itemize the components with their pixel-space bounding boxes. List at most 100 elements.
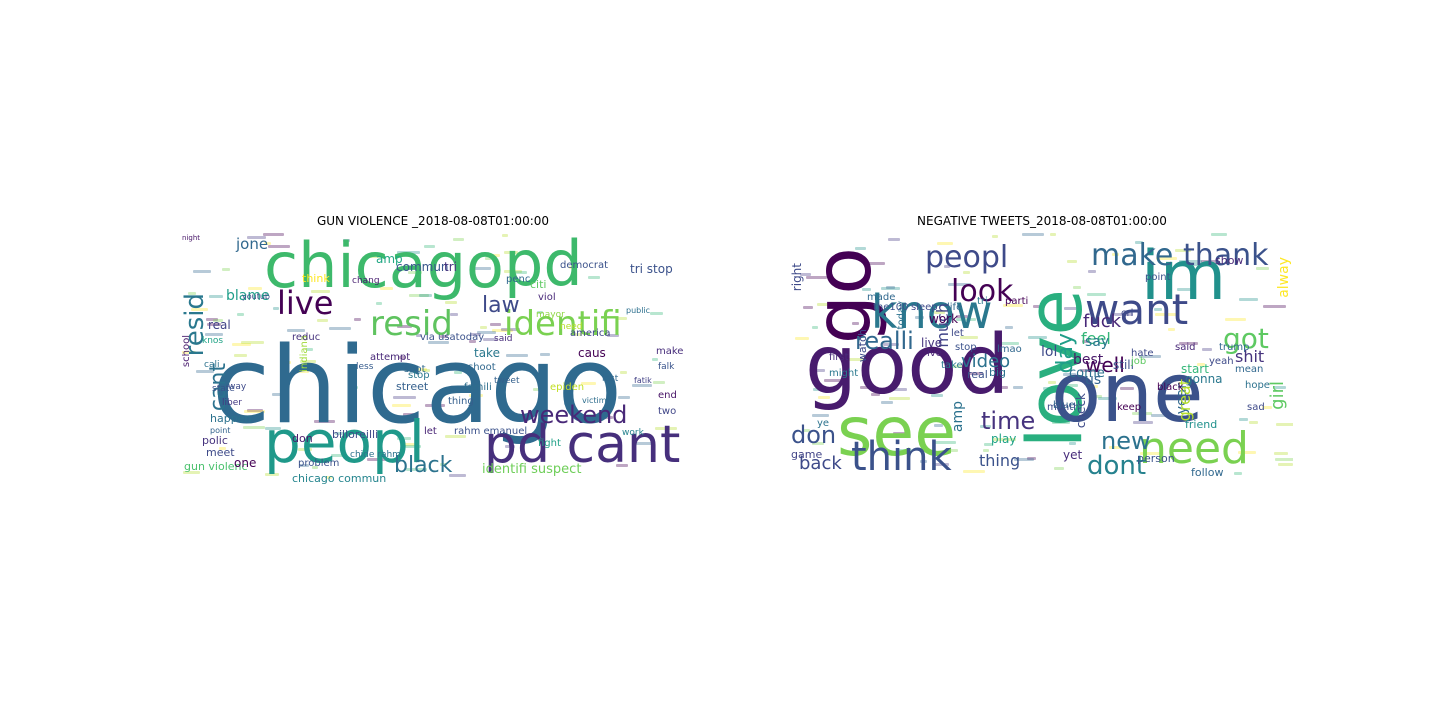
- cloud-speckle: [650, 312, 663, 315]
- cloud-speckle: [893, 432, 908, 435]
- cloud-speckle: [469, 394, 483, 397]
- cloud-speckle: [1088, 270, 1096, 273]
- cloud-speckle: [409, 294, 429, 297]
- cloud-speckle: [1156, 257, 1177, 260]
- cloud-word: say: [1085, 334, 1110, 350]
- cloud-speckle: [1179, 342, 1198, 345]
- cloud-speckle: [920, 460, 927, 463]
- cloud-speckle: [470, 333, 481, 336]
- cloud-word: best: [1073, 352, 1104, 368]
- cloud-speckle: [380, 287, 393, 290]
- cloud-word: weekend: [520, 401, 628, 429]
- cloud-speckle: [312, 466, 318, 469]
- cloud-speckle: [950, 365, 964, 368]
- cloud-speckle: [1087, 293, 1106, 296]
- cloud-speckle: [335, 432, 349, 435]
- cloud-word: victim: [582, 396, 607, 405]
- cloud-speckle: [934, 311, 945, 314]
- cloud-speckle: [1061, 384, 1078, 387]
- cloud-speckle: [367, 458, 386, 461]
- cloud-speckle: [1166, 264, 1172, 267]
- cloud-word: take: [474, 346, 500, 360]
- cloud-speckle: [247, 236, 266, 239]
- cloud-speckle: [848, 358, 864, 361]
- cloud-word: us: [1085, 372, 1102, 388]
- cloud-speckle: [881, 401, 893, 404]
- cloud-speckle: [329, 327, 351, 330]
- cloud-word: shot: [404, 364, 426, 375]
- cloud-word: need: [560, 322, 583, 332]
- cloud-word: real: [967, 368, 988, 381]
- cloud-word: come: [1069, 366, 1105, 381]
- cloud-word: time: [981, 407, 1036, 435]
- cloud-speckle: [1112, 253, 1119, 256]
- cloud-word: yeah: [1209, 356, 1234, 367]
- cloud-word: big: [989, 366, 1007, 379]
- cloud-word: work: [622, 428, 644, 438]
- cloud-speckle: [813, 388, 831, 391]
- cloud-speckle: [890, 388, 907, 391]
- cloud-speckle: [800, 273, 811, 276]
- cloud-word: identifi suspect: [482, 462, 582, 477]
- cloud-word: resid: [370, 304, 453, 344]
- cloud-speckle: [209, 295, 223, 298]
- cloud-speckle: [483, 338, 497, 341]
- cloud-word: made: [867, 292, 896, 303]
- cloud-speckle: [376, 302, 382, 305]
- cloud-speckle: [182, 351, 196, 354]
- cloud-speckle: [1014, 458, 1034, 461]
- cloud-word: tri: [444, 260, 457, 274]
- cloud-speckle: [237, 313, 244, 316]
- cloud-word: know: [871, 285, 993, 339]
- cloud-speckle: [983, 449, 989, 452]
- cloud-word: sad: [1247, 402, 1265, 413]
- cloud-word: don: [791, 421, 837, 449]
- cloud-speckle: [504, 270, 522, 273]
- cloud-speckle: [263, 233, 284, 236]
- cloud-word: yet: [1063, 448, 1083, 462]
- cloud-speckle: [351, 386, 358, 389]
- cloud-word: feel: [1081, 329, 1111, 348]
- cloud-word: im: [1141, 237, 1227, 316]
- cloud-word: follow: [1191, 466, 1224, 479]
- cloud-speckle: [1202, 348, 1212, 351]
- cloud-word: real: [208, 318, 231, 332]
- cloud-word: first: [829, 352, 849, 363]
- cloud-speckle: [445, 301, 457, 304]
- cloud-speckle: [1027, 457, 1036, 460]
- cloud-speckle: [311, 290, 330, 293]
- cloud-speckle: [537, 311, 543, 314]
- cloud-word: black: [1157, 382, 1184, 393]
- cloud-speckle: [317, 375, 325, 378]
- cloud-word: reduc: [292, 332, 321, 343]
- cloud-word: amp: [376, 252, 403, 266]
- cloud-speckle: [607, 334, 619, 337]
- panel-title-gun-violence: GUN VIOLENCE _2018-08-08T01:00:00: [316, 214, 550, 228]
- cloud-speckle: [948, 449, 958, 452]
- cloud-word: game: [791, 448, 823, 461]
- cloud-word: fatik: [634, 376, 652, 385]
- cloud-speckle: [205, 333, 223, 336]
- cloud-word: liber: [222, 398, 242, 408]
- cloud-speckle: [1048, 381, 1056, 384]
- cloud-word: don: [292, 432, 313, 445]
- cloud-word: law: [482, 293, 520, 318]
- cloud-speckle: [445, 435, 466, 438]
- cloud-speckle: [1005, 326, 1013, 329]
- cloud-speckle: [397, 325, 412, 328]
- cloud-word: pd cant: [484, 415, 681, 475]
- cloud-speckle: [1089, 395, 1102, 398]
- cloud-speckle: [1013, 386, 1023, 389]
- cloud-word: want: [1085, 285, 1189, 334]
- cloud-word: polic: [202, 434, 228, 447]
- cloud-speckle: [652, 358, 658, 361]
- cloud-speckle: [222, 268, 230, 271]
- cloud-speckle: [298, 448, 312, 451]
- cloud-speckle: [934, 424, 943, 427]
- cloud-speckle: [449, 474, 466, 477]
- cloud-speckle: [1063, 373, 1076, 376]
- cloud-speckle: [392, 404, 411, 407]
- cloud-word: work: [929, 312, 959, 326]
- cloud-speckle: [1249, 421, 1258, 424]
- cloud-word: blame: [226, 288, 270, 304]
